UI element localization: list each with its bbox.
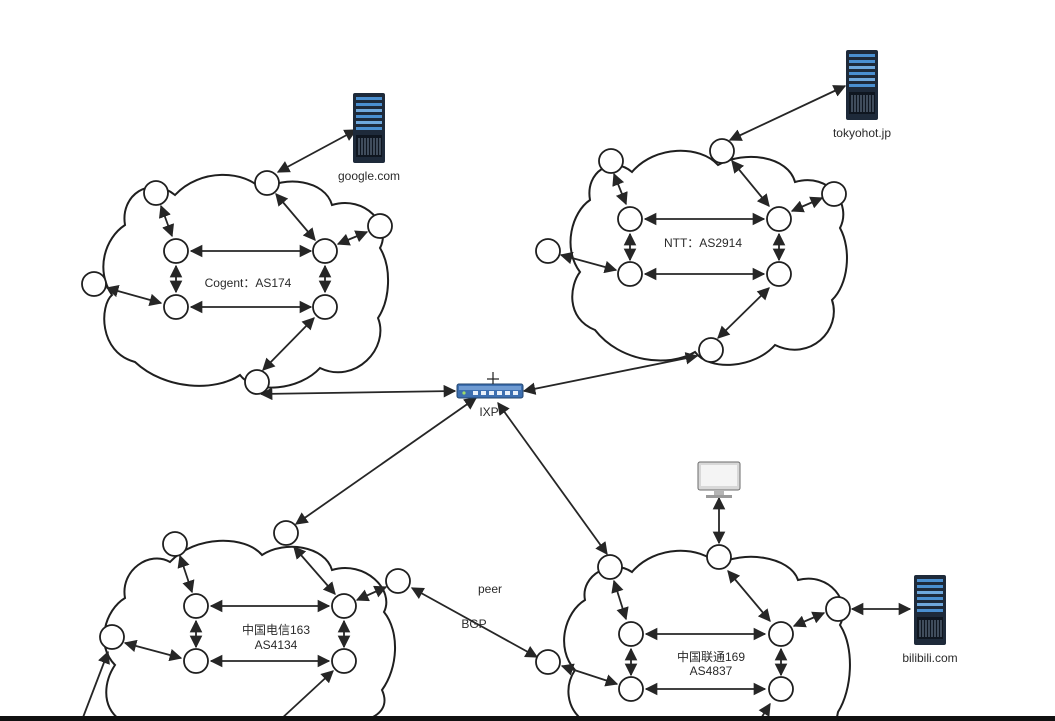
bgp-label: BGP: [461, 617, 486, 631]
router-node[interactable]: [825, 596, 851, 622]
router-node[interactable]: [597, 554, 623, 580]
router-node[interactable]: [768, 621, 794, 647]
router-node[interactable]: [163, 238, 189, 264]
links: [81, 85, 912, 721]
router-nodes: [81, 138, 851, 702]
host-label-google: google.com: [338, 169, 400, 183]
router-node[interactable]: [698, 337, 724, 363]
router-node[interactable]: [183, 593, 209, 619]
router-node[interactable]: [99, 624, 125, 650]
cloud-label-telecom: 中国电信163: [242, 622, 310, 637]
router-node[interactable]: [766, 261, 792, 287]
router-node[interactable]: [385, 568, 411, 594]
cloud-label-ntt: NTT：AS2914: [664, 236, 742, 250]
router-node[interactable]: [183, 648, 209, 674]
router-node[interactable]: [617, 261, 643, 287]
server-icon[interactable]: [353, 93, 385, 163]
router-node[interactable]: [273, 520, 299, 546]
router-node[interactable]: [254, 170, 280, 196]
router-node[interactable]: [367, 213, 393, 239]
server-icon[interactable]: [914, 575, 946, 645]
cloud-label-unicom: 中国联通169: [677, 649, 745, 664]
router-node[interactable]: [821, 181, 847, 207]
router-node[interactable]: [312, 294, 338, 320]
router-node[interactable]: [535, 649, 561, 675]
router-node[interactable]: [618, 676, 644, 702]
router-node[interactable]: [709, 138, 735, 164]
router-node[interactable]: [163, 294, 189, 320]
desktop-monitor-icon[interactable]: [697, 461, 741, 498]
host-label-bilibili: bilibili.com: [902, 651, 957, 665]
router-node[interactable]: [244, 369, 270, 395]
cloud-asn-unicom: AS4837: [690, 664, 733, 678]
router-node[interactable]: [618, 621, 644, 647]
router-node[interactable]: [312, 238, 338, 264]
ixp-label: IXP: [479, 405, 498, 419]
router-node[interactable]: [706, 544, 732, 570]
cloud-ntt: [569, 149, 848, 366]
router-node[interactable]: [162, 531, 188, 557]
bottom-bar: [0, 716, 1055, 721]
router-node[interactable]: [143, 180, 169, 206]
router-node[interactable]: [331, 648, 357, 674]
cloud-asn-telecom: AS4134: [255, 638, 298, 652]
router-node[interactable]: [617, 206, 643, 232]
host-label-tokyohot: tokyohot.jp: [833, 126, 891, 140]
router-node[interactable]: [331, 593, 357, 619]
router-node[interactable]: [81, 271, 107, 297]
network-switch-icon[interactable]: [456, 372, 524, 399]
peer-label: peer: [478, 582, 502, 596]
router-node[interactable]: [535, 238, 561, 264]
router-node[interactable]: [768, 676, 794, 702]
cloud-label-cogent: Cogent：AS174: [205, 276, 292, 290]
router-node[interactable]: [766, 206, 792, 232]
router-node[interactable]: [598, 148, 624, 174]
server-icon[interactable]: [846, 50, 878, 120]
